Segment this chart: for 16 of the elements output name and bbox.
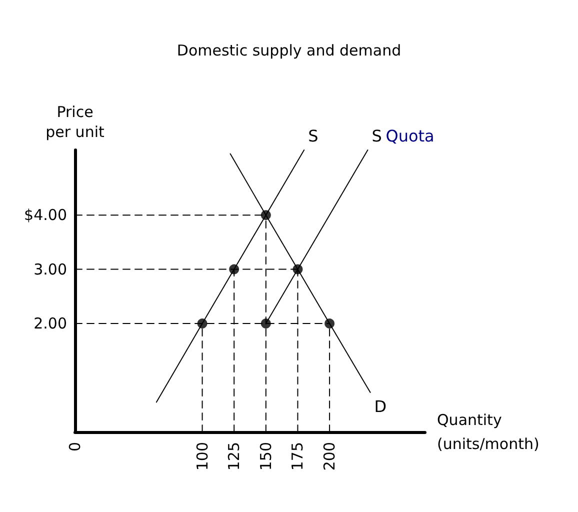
- series-label: S: [308, 126, 318, 146]
- x-tick-label: 125: [225, 442, 244, 471]
- y-tick-label: 3.00: [34, 260, 67, 278]
- annotation: Quota: [386, 126, 434, 146]
- x-axis-title: Quantity (units/month): [437, 411, 540, 453]
- y-axis-title: Price per unit: [46, 103, 104, 141]
- series-label: D: [374, 396, 387, 416]
- x-tick-label: 0: [66, 442, 84, 452]
- chart-title: Domestic supply and demand: [176, 42, 402, 60]
- y-tick-label: $4.00: [24, 206, 67, 224]
- x-tick-label: 100: [193, 442, 212, 471]
- x-tick-label: 175: [288, 442, 307, 471]
- series-label: S: [372, 126, 382, 146]
- y-tick-label: 2.00: [34, 314, 67, 333]
- x-tick-label: 200: [320, 442, 339, 471]
- x-tick-label: 150: [256, 442, 275, 471]
